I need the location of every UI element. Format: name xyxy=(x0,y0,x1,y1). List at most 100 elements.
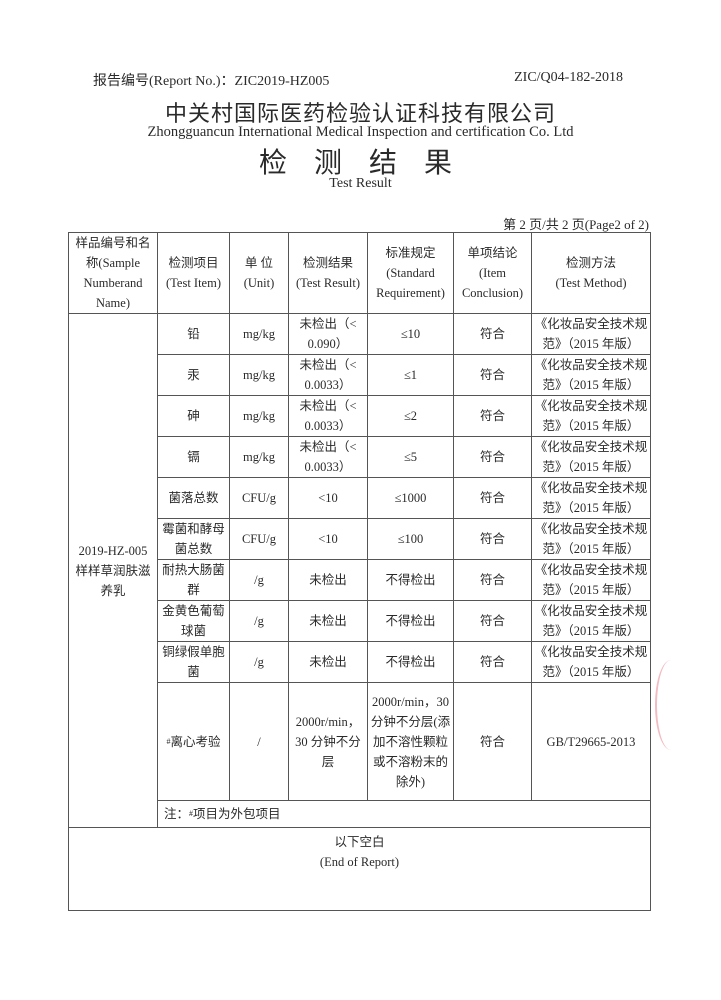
cell-unit: mg/kg xyxy=(229,354,289,396)
cell-conclusion: 符合 xyxy=(453,518,532,560)
note-mark: # xyxy=(189,809,194,818)
column-header-cn: 标准规定 xyxy=(385,246,436,260)
cell-conclusion: 符合 xyxy=(453,559,532,601)
table-row: 耐热大肠菌群/g 未检出 不得检出 符合 《化妆品安全技术规范》（2015 年版） xyxy=(69,559,651,601)
cell-unit: CFU/g xyxy=(229,477,289,519)
cell-item: #离心考验 xyxy=(157,682,230,801)
cell-item: 镉 xyxy=(157,436,230,478)
cell-method: 《化妆品安全技术规范》（2015 年版） xyxy=(531,395,651,437)
table-row: 霉菌和酵母菌总数 CFU/g <10 ≤100 符合 《化妆品安全技术规范》（2015 年… xyxy=(69,518,651,560)
cell-unit: mg/kg xyxy=(229,395,289,437)
cell-result: 未检出 xyxy=(288,641,368,683)
cell-method: 《化妆品安全技术规范》（2015 年版） xyxy=(531,518,651,560)
cell-result: 未检出（< 0.0033） xyxy=(288,395,368,437)
column-header: 检测项目 (Test Item) xyxy=(157,232,230,314)
cell-conclusion: 符合 xyxy=(453,436,532,478)
end-en: (End of Report) xyxy=(319,855,400,869)
cell-result: <10 xyxy=(288,477,368,519)
table-row: 铜绿假单胞菌/g 未检出 不得检出 符合 《化妆品安全技术规范》（2015 年版） xyxy=(69,641,651,683)
cell-unit: /g xyxy=(229,641,289,683)
column-header-en: (Test Result) xyxy=(295,276,361,290)
cell-standard: 不得检出 xyxy=(367,641,454,683)
stamp-mark xyxy=(655,660,687,750)
column-header-en: (Item Conclusion) xyxy=(461,266,524,300)
sample-cell: 2019-HZ-005 样样草润肤滋养乳 xyxy=(68,313,158,828)
cell-method: 《化妆品安全技术规范》（2015 年版） xyxy=(531,477,651,519)
cell-method: 《化妆品安全技术规范》（2015 年版） xyxy=(531,313,651,355)
cell-conclusion: 符合 xyxy=(453,354,532,396)
table-row: 镉 mg/kg 未检出（< 0.0033） ≤5 符合 《化妆品安全技术规范》（2015 … xyxy=(69,436,651,478)
column-header: 检测结果 (Test Result) xyxy=(288,232,368,314)
company-name-cn: 中关村国际医药检验认证科技有限公司 xyxy=(164,101,556,126)
cell-result: 未检出 xyxy=(288,559,368,601)
item-text: 离心考验 xyxy=(170,734,221,749)
cell-standard: ≤100 xyxy=(367,518,454,560)
cell-item: 铅 xyxy=(157,313,230,355)
column-header-cn: 样品编号和名称(Sample xyxy=(75,236,151,270)
end-cell: 以下空白 (End of Report) xyxy=(68,827,651,911)
cell-result: 未检出 xyxy=(288,600,368,642)
cell-unit: mg/kg xyxy=(229,436,289,478)
report-number: 报告编号(Report No.)：ZIC2019-HZ005 xyxy=(93,74,330,89)
cell-result: 2000r/min，30 分钟不分层 xyxy=(288,682,368,801)
cell-standard: 不得检出 xyxy=(367,559,454,601)
cell-conclusion: 符合 xyxy=(453,313,532,355)
column-header-cn: 单项结论 xyxy=(467,246,518,260)
cell-result: 未检出（< 0.0033） xyxy=(288,436,368,478)
cell-result: 未检出（< 0.090） xyxy=(288,313,368,355)
company-name-en: Zhongguancun International Medical Inspe… xyxy=(147,124,574,140)
column-header-cn: 单 位 xyxy=(244,256,274,270)
note-row: 注：#项目为外包项目 xyxy=(69,800,651,828)
column-header: 单 位 (Unit) xyxy=(229,232,289,314)
cell-conclusion: 符合 xyxy=(453,682,532,801)
cell-standard: ≤2 xyxy=(367,395,454,437)
table-row: 菌落总数 CFU/g <10 ≤1000 符合 《化妆品安全技术规范》（2015 年版） xyxy=(69,477,651,519)
cell-unit: mg/kg xyxy=(229,313,289,355)
outsourced-mark: # xyxy=(166,736,171,746)
page-number: 第 2 页/共 2 页(Page2 of 2) xyxy=(503,217,649,232)
cell-method: 《化妆品安全技术规范》（2015 年版） xyxy=(531,641,651,683)
cell-item: 菌落总数 xyxy=(157,477,230,519)
header-row: 样品编号和名称(Sample Numberand Name) 检测项目 (Test I… xyxy=(68,232,651,314)
table-row: 砷 mg/kg 未检出（< 0.0033） ≤2 符合 《化妆品安全技术规范》（2015 … xyxy=(69,395,651,437)
cell-item: 铜绿假单胞菌 xyxy=(157,641,230,683)
cell-standard: ≤5 xyxy=(367,436,454,478)
cell-conclusion: 符合 xyxy=(453,600,532,642)
note-text: 项目为外包项目 xyxy=(193,807,281,821)
note-prefix: 注： xyxy=(164,807,190,821)
cell-method: 《化妆品安全技术规范》（2015 年版） xyxy=(531,354,651,396)
note-cell: 注：#项目为外包项目 xyxy=(157,800,651,828)
cell-conclusion: 符合 xyxy=(453,641,532,683)
cell-standard: 2000r/min，30 分钟不分层(添加不溶性颗粒或不溶粉末的除外) xyxy=(367,682,454,801)
title-cn: 检 测 结 果 xyxy=(258,148,462,179)
column-header-cn: 检测结果 xyxy=(302,256,353,270)
results-table: 样品编号和名称(Sample Numberand Name) 检测项目 (Test I… xyxy=(68,232,651,911)
cell-conclusion: 符合 xyxy=(453,395,532,437)
cell-unit: /g xyxy=(229,559,289,601)
column-header-en: (Unit) xyxy=(243,276,275,290)
cell-item: 汞 xyxy=(157,354,230,396)
column-header: 单项结论 (Item Conclusion) xyxy=(453,232,532,314)
end-cn: 以下空白 xyxy=(334,835,385,849)
cell-unit: /g xyxy=(229,600,289,642)
table-row-centrifuge: #离心考验 / 2000r/min，30 分钟不分层 2000r/min，30 … xyxy=(69,682,651,801)
end-row: 以下空白 (End of Report) xyxy=(68,827,651,911)
column-header-en: (Test Item) xyxy=(165,276,221,290)
table-row: 汞 mg/kg 未检出（< 0.0033） ≤1 符合 《化妆品安全技术规范》（2015 … xyxy=(69,354,651,396)
table-row: 金黄色葡萄球菌/g 未检出 不得检出 符合 《化妆品安全技术规范》（2015 年版） xyxy=(69,600,651,642)
cell-method: 《化妆品安全技术规范》（2015 年版） xyxy=(531,600,651,642)
cell-result: <10 xyxy=(288,518,368,560)
column-header: 检测方法 (Test Method) xyxy=(531,232,651,314)
column-header-en: (Standard Requirement) xyxy=(376,266,445,300)
cell-method: GB/T29665-2013 xyxy=(531,682,651,801)
cell-method: 《化妆品安全技术规范》（2015 年版） xyxy=(531,436,651,478)
column-header-cn: 检测项目 xyxy=(168,256,219,270)
cell-standard: 不得检出 xyxy=(367,600,454,642)
cell-item: 金黄色葡萄球菌 xyxy=(157,600,230,642)
cell-result: 未检出（< 0.0033） xyxy=(288,354,368,396)
column-header: 标准规定 (Standard Requirement) xyxy=(367,232,454,314)
cell-method: 《化妆品安全技术规范》（2015 年版） xyxy=(531,559,651,601)
title-en: Test Result xyxy=(329,176,392,191)
cell-item: 砷 xyxy=(157,395,230,437)
table-row: 2019-HZ-005 样样草润肤滋养乳铅 mg/kg 未检出（< 0.090） ≤1… xyxy=(68,313,651,828)
